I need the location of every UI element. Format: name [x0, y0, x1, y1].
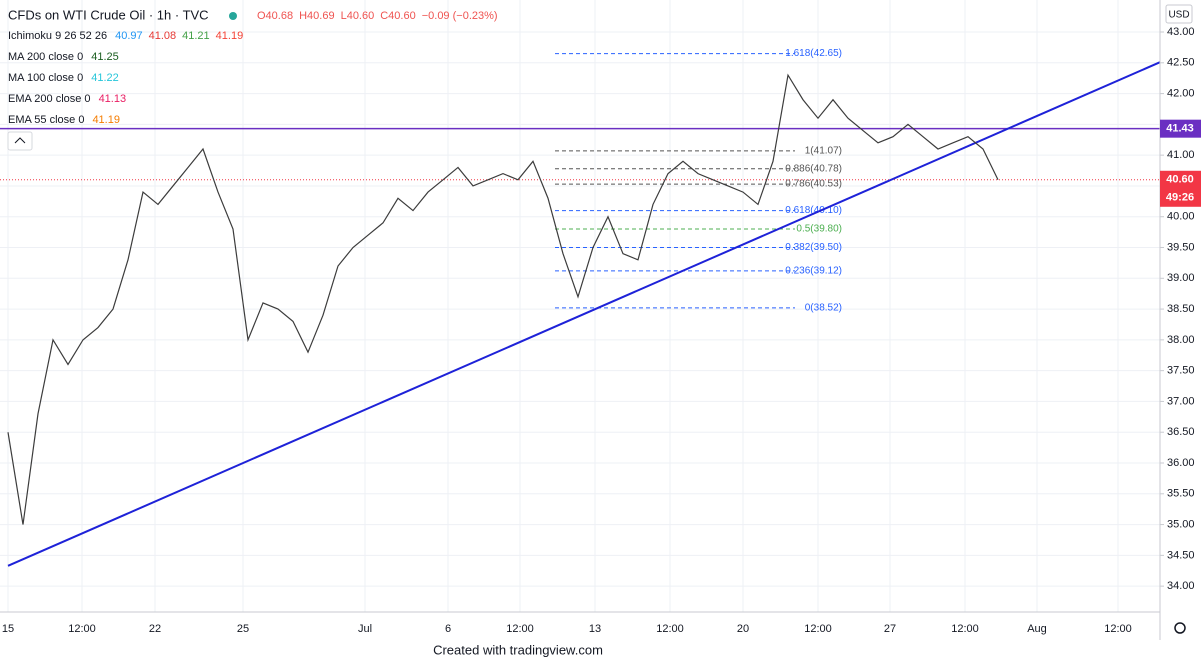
- y-tick-label: 36.00: [1167, 457, 1195, 469]
- y-tick-label: 34.50: [1167, 549, 1195, 561]
- ohlc-value: L40.60: [341, 10, 375, 22]
- indicator-value: 41.22: [91, 72, 119, 84]
- y-tick-label: 39.50: [1167, 241, 1195, 253]
- trendline: [7, 61, 1161, 567]
- y-tick-label: 35.00: [1167, 518, 1195, 530]
- countdown: 49:26: [1166, 192, 1194, 204]
- indicator-name: EMA 55 close 0: [8, 114, 84, 126]
- settings-icon[interactable]: [1174, 622, 1186, 634]
- x-tick-label: Aug: [1027, 623, 1047, 635]
- fib-label: 1(41.07): [805, 145, 842, 156]
- grid: [0, 0, 1160, 612]
- currency-box: [1165, 4, 1193, 24]
- y-tick-label: 37.00: [1167, 395, 1195, 407]
- last-price-box: [1160, 170, 1201, 207]
- y-tick-label: 42.50: [1167, 57, 1195, 69]
- axes: 34.00 34.50 35.00 35.50 36.00 36.50 37.00 37.50…: [2, 26, 1201, 635]
- x-tick-label: 12:00: [1104, 623, 1132, 635]
- x-tick-label: 20: [737, 623, 749, 635]
- x-tick-label: Jul: [358, 623, 372, 635]
- fib-label: 0.382(39.50): [785, 242, 842, 253]
- status-dot: [229, 12, 237, 20]
- fib-label: 1.618(42.65): [785, 48, 842, 59]
- y-tick-label: 37.50: [1167, 365, 1195, 377]
- indicator-name: Ichimoku 9 26 52 26: [8, 30, 107, 42]
- fib-label: 0.618(40.10): [785, 205, 842, 216]
- indicator-name: MA 100 close 0: [8, 72, 83, 84]
- ohlc-value: −0.09 (−0.23%): [422, 10, 498, 22]
- indicator-value: 41.25: [91, 51, 119, 63]
- indicator-value: 41.19: [92, 114, 120, 126]
- currency: USD: [1168, 10, 1189, 21]
- x-tick-label: 13: [589, 623, 601, 635]
- x-tick-label: 25: [237, 623, 249, 635]
- y-tick-label: 38.00: [1167, 334, 1195, 346]
- y-tick-label: 35.50: [1167, 488, 1195, 500]
- x-tick-label: 12:00: [656, 623, 684, 635]
- indicator-value: 41.08: [149, 30, 177, 42]
- ohlc-value: H40.69: [299, 10, 334, 22]
- y-tick-label: 41.00: [1167, 149, 1195, 161]
- y-tick-label: 40.00: [1167, 211, 1195, 223]
- hline-price-label: 41.43: [1166, 123, 1194, 135]
- x-tick-label: 15: [2, 623, 14, 635]
- indicator-value: 40.97: [115, 30, 143, 42]
- indicator-value: 41.19: [216, 30, 244, 42]
- y-tick-label: 36.50: [1167, 426, 1195, 438]
- fib-label: 0.786(40.53): [785, 179, 842, 190]
- fib-label: 0.236(39.12): [785, 266, 842, 277]
- collapse-button[interactable]: [7, 131, 33, 151]
- y-tick-label: 38.50: [1167, 303, 1195, 315]
- x-tick-label: 12:00: [68, 623, 96, 635]
- x-tick-label: 12:00: [804, 623, 832, 635]
- x-tick-label: 22: [149, 623, 161, 635]
- y-tick-label: 39.00: [1167, 272, 1195, 284]
- ohlc-value: C40.60: [380, 10, 415, 22]
- fib-label: 0.886(40.78): [785, 163, 842, 174]
- collapse-icon: [14, 137, 26, 144]
- ohlc-value: O40.68: [257, 10, 293, 22]
- y-tick-label: 34.00: [1167, 580, 1195, 592]
- hline-price-box: [1160, 119, 1201, 138]
- x-tick-label: 27: [884, 623, 896, 635]
- indicator-value: 41.13: [99, 93, 127, 105]
- y-tick-label: 42.00: [1167, 87, 1195, 99]
- last-price-label: 40.60: [1166, 174, 1194, 186]
- footer: Created with tradingview.com: [433, 642, 603, 657]
- chart-title: CFDs on WTI Crude Oil · 1h · TVC: [8, 7, 209, 22]
- x-tick-label: 6: [445, 623, 451, 635]
- y-tick-label: 43.00: [1167, 26, 1195, 38]
- x-tick-label: 12:00: [951, 623, 979, 635]
- fib-label: 0.5(39.80): [796, 224, 842, 235]
- settings-gear: [1174, 622, 1186, 634]
- indicator-name: MA 200 close 0: [8, 51, 83, 63]
- price-line: [7, 73, 999, 525]
- indicator-name: EMA 200 close 0: [8, 93, 91, 105]
- legend: CFDs on WTI Crude Oil · 1h · TVC O40.68 H4…: [8, 7, 498, 125]
- plot: 1.618(42.65) 1(41.07) 0.886(40.78) 0.786(40…: [0, 48, 1161, 567]
- fib-label: 0(38.52): [805, 302, 842, 313]
- x-tick-label: 12:00: [506, 623, 534, 635]
- indicator-value: 41.21: [182, 30, 210, 42]
